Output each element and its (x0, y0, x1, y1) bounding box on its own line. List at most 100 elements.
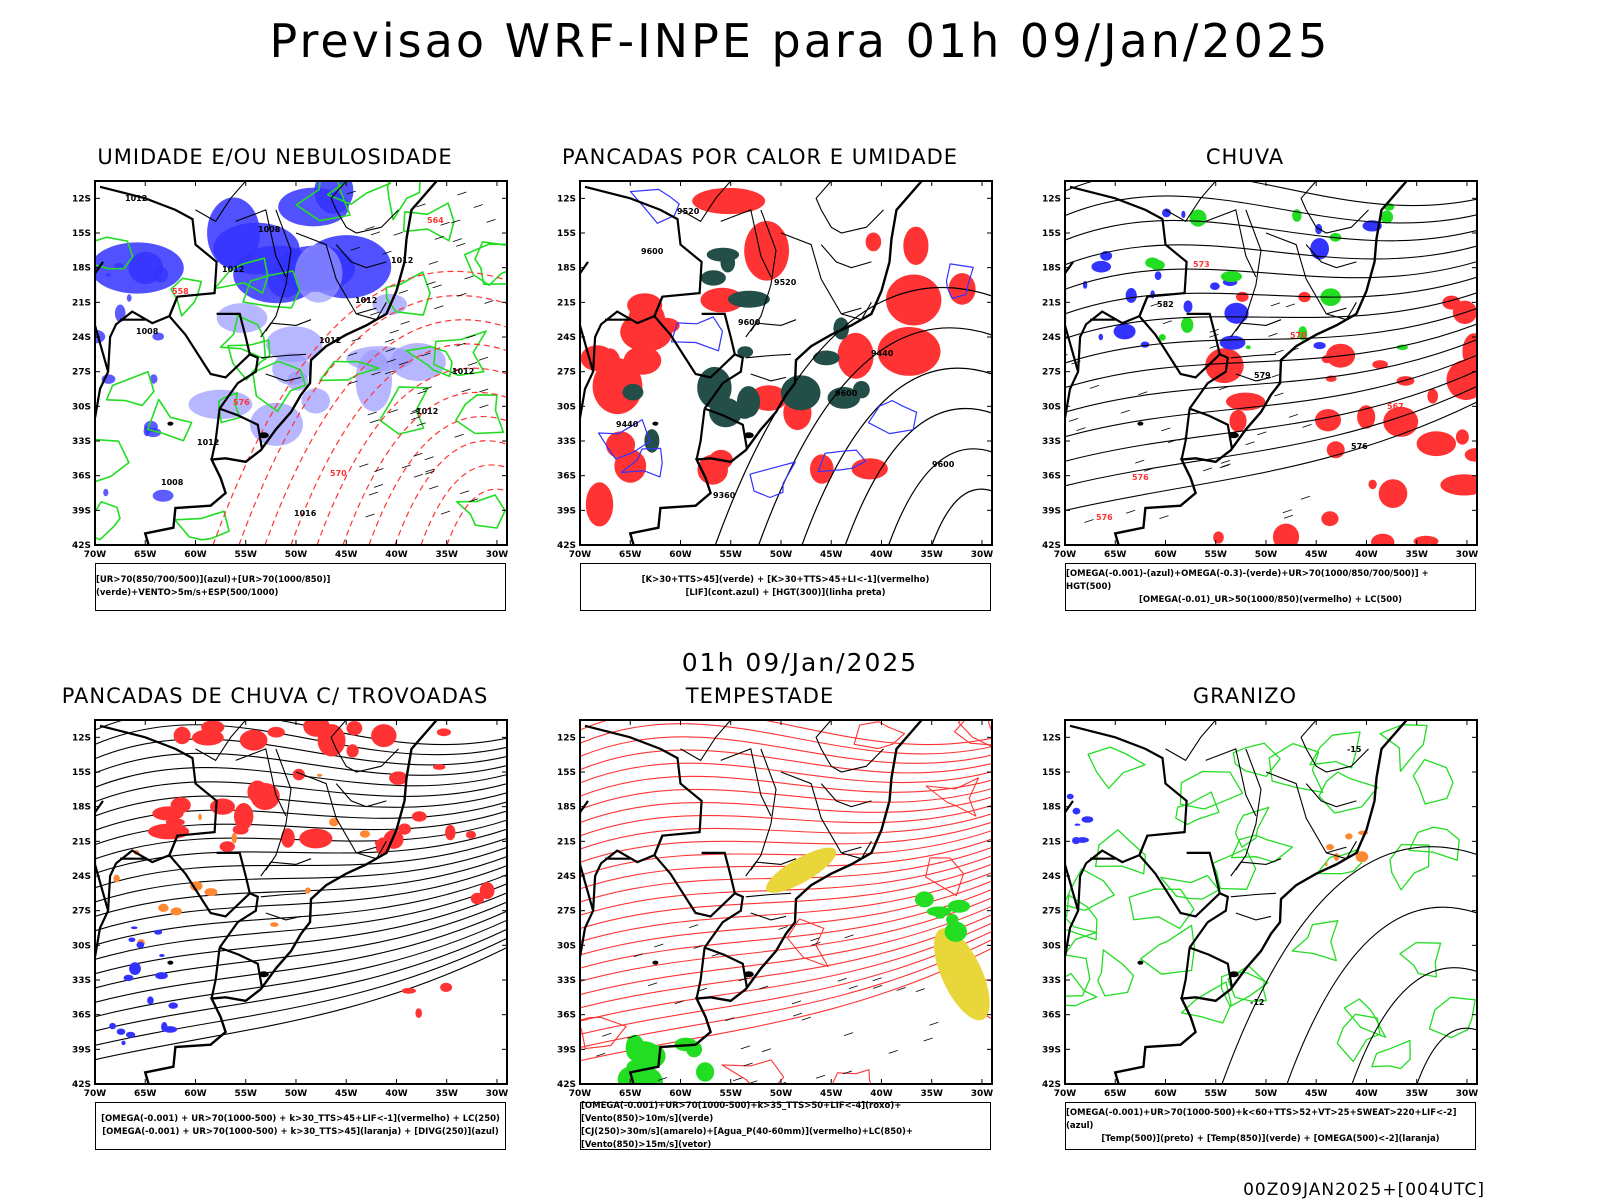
wind-vector (411, 408, 422, 412)
state-border (745, 353, 792, 359)
lat-tick-label: 27S (72, 907, 91, 917)
lon-tick-label: 45W (1305, 1089, 1328, 1099)
country-border (695, 947, 706, 999)
contour-line (385, 271, 431, 316)
wind-vector (1300, 495, 1311, 500)
wind-vector (1068, 418, 1079, 422)
wind-vector (815, 1074, 826, 1079)
wind-vector (416, 422, 426, 427)
contour-label: 567 (1387, 402, 1404, 411)
lat-tick-label: 12S (557, 194, 576, 204)
field-patch (865, 232, 882, 252)
wind-vector (1302, 424, 1312, 428)
field-patch (1229, 409, 1247, 433)
coastline (628, 720, 924, 1084)
field-patch (1334, 853, 1340, 861)
wind-vector (429, 485, 439, 490)
contour-label: 1012 (319, 336, 341, 345)
field-patch (886, 274, 942, 326)
country-border (95, 835, 179, 958)
field-patch (1113, 323, 1136, 340)
field-patch (346, 744, 359, 758)
state-border (265, 748, 292, 871)
lon-tick-label: 55W (720, 1089, 743, 1099)
lat-tick-label: 15S (72, 229, 91, 239)
field-patch (1219, 335, 1246, 350)
wind-vector (425, 470, 435, 475)
lat-tick-label: 36S (557, 472, 576, 482)
contour-line (1065, 868, 1115, 912)
contour-line (853, 721, 906, 750)
wind-vector (369, 419, 380, 424)
contour-line (1408, 826, 1460, 861)
contour-line (170, 277, 203, 317)
wind-vector (479, 404, 489, 409)
wind-vector (434, 305, 444, 310)
lat-tick-label: 24S (557, 333, 576, 343)
lon-tick-label: 65W (1104, 550, 1127, 560)
field-patch (947, 899, 970, 913)
lat-tick-label: 12S (1042, 194, 1061, 204)
wind-vector (384, 338, 395, 343)
lake (258, 432, 269, 439)
field-patch (1345, 833, 1353, 840)
lake (652, 960, 659, 965)
contour-label: 558 (172, 287, 189, 296)
country-border (210, 947, 221, 999)
country-border (1180, 947, 1191, 999)
lat-tick-label: 24S (1042, 872, 1061, 882)
lon-tick-label: 40W (1355, 1089, 1378, 1099)
lon-tick-label: 50W (285, 1089, 308, 1099)
streamline (580, 762, 992, 784)
contour-line (925, 857, 965, 897)
contour-line (95, 438, 130, 483)
field-patch (479, 882, 495, 900)
lat-tick-label: 42S (1042, 541, 1061, 551)
field-patch (153, 266, 169, 283)
state-border (745, 892, 792, 898)
field-patch (827, 387, 861, 409)
contour-line (433, 330, 487, 377)
wind-vector (844, 934, 854, 939)
run-timestamp: 00Z09JAN2025+[004UTC] (1243, 1180, 1485, 1200)
contour-line (368, 416, 507, 545)
wind-vector (373, 484, 384, 488)
contour-line (1412, 758, 1454, 805)
state-border (820, 783, 872, 808)
state-border (1265, 771, 1347, 854)
field-patch (109, 1022, 116, 1030)
map-frame (1064, 719, 1478, 1085)
field-patch (281, 828, 295, 848)
state-border (780, 771, 862, 854)
streamline (95, 883, 507, 960)
lat-tick-label: 21S (1042, 298, 1061, 308)
field-patch (813, 350, 840, 366)
lat-tick-label: 21S (557, 298, 576, 308)
lat-tick-label: 15S (557, 768, 576, 778)
field-patch (149, 374, 158, 384)
state-border (330, 720, 347, 750)
lat-tick-label: 27S (557, 907, 576, 917)
wind-vector (923, 1037, 933, 1042)
wind-vector (484, 300, 494, 304)
field-patch (1224, 302, 1249, 324)
field-patch (1413, 535, 1439, 545)
lat-tick-label: 18S (72, 803, 91, 813)
wind-vector (1076, 427, 1086, 431)
field-patch (622, 383, 644, 401)
wind-vector (1144, 467, 1154, 472)
state-border (265, 209, 292, 332)
lat-tick-label: 21S (72, 837, 91, 847)
field-patch (130, 926, 138, 930)
lon-tick-label: 35W (1405, 1089, 1428, 1099)
field-patch (1325, 862, 1328, 867)
contour-line (405, 345, 453, 378)
lake (1228, 971, 1239, 978)
field-patch (129, 962, 141, 975)
streamline (95, 855, 507, 917)
field-patch (1368, 479, 1377, 490)
streamline (1065, 181, 1477, 207)
lon-tick-label: 70W (569, 550, 592, 560)
state-border (750, 912, 787, 921)
field-patch (1150, 260, 1165, 271)
